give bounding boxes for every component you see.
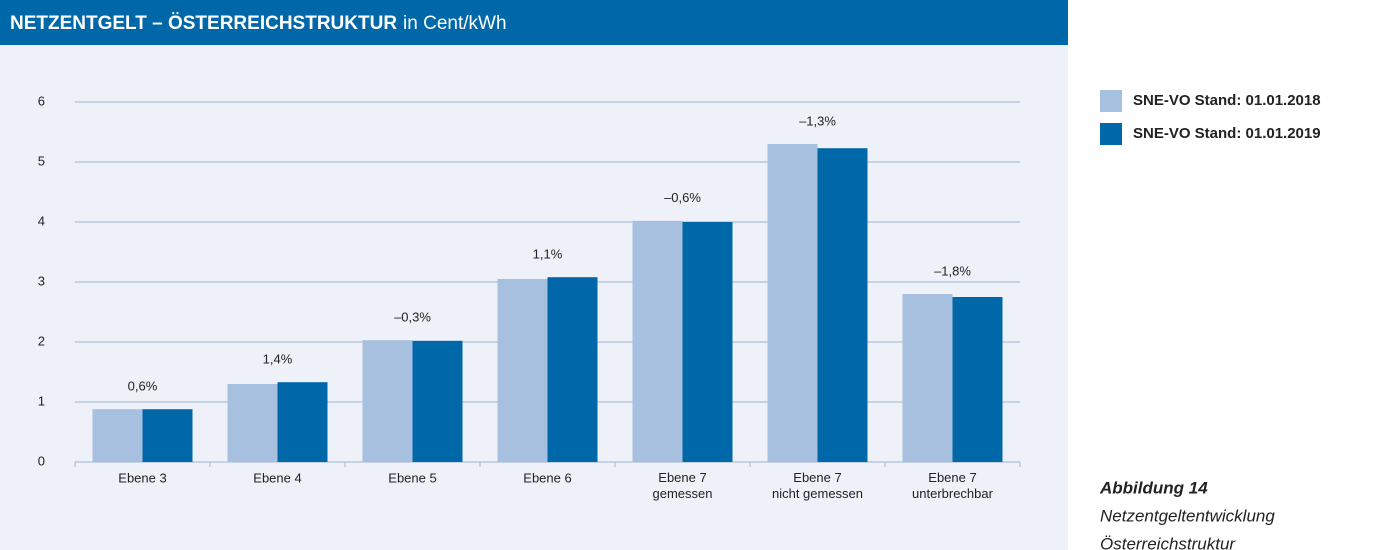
bar [142, 409, 193, 462]
x-tick-label: Ebene 6 [523, 470, 571, 485]
bar [92, 409, 143, 462]
change-label: 0,6% [128, 379, 158, 394]
change-label: –0,3% [394, 310, 431, 325]
y-tick-label: 6 [38, 93, 45, 108]
change-label: –0,6% [664, 190, 701, 205]
chart-subtitle: in Cent/kWh [403, 13, 506, 34]
legend-swatch [1100, 90, 1122, 112]
bar [277, 382, 328, 462]
caption: Abbildung 14 [1099, 478, 1208, 497]
caption: Netzentgeltentwicklung [1100, 506, 1275, 525]
bar [632, 220, 683, 462]
bar [902, 294, 953, 462]
bar [767, 144, 818, 462]
x-tick-label: Ebene 5 [388, 470, 436, 485]
legend-swatch [1100, 123, 1122, 145]
bar [952, 297, 1003, 462]
x-tick-label: Ebene 3 [118, 470, 166, 485]
x-tick-label: Ebene 4 [253, 470, 301, 485]
y-tick-label: 3 [38, 273, 45, 288]
bar [497, 279, 548, 462]
change-label: 1,4% [263, 352, 293, 367]
bar [362, 340, 413, 462]
change-label: 1,1% [533, 247, 563, 262]
y-tick-label: 1 [38, 393, 45, 408]
x-tick-label: Ebene 7 unterbrechbar [912, 470, 994, 501]
x-tick-label: Ebene 7 nicht gemessen [772, 470, 863, 501]
bar [817, 148, 868, 462]
bar [227, 384, 278, 462]
bar [682, 222, 733, 462]
bar [412, 340, 463, 462]
y-tick-label: 4 [38, 213, 45, 228]
change-label: –1,8% [934, 263, 971, 278]
legend-label: SNE-VO Stand: 01.01.2018 [1133, 92, 1321, 109]
y-tick-label: 0 [38, 453, 45, 468]
y-tick-label: 5 [38, 153, 45, 168]
bar [547, 277, 598, 462]
chart-title: NETZENTGELT – ÖSTERREICHSTRUKTUR [10, 13, 397, 34]
change-label: –1,3% [799, 113, 836, 128]
header-bar [0, 0, 1068, 45]
legend-label: SNE-VO Stand: 01.01.2019 [1133, 125, 1321, 142]
y-tick-label: 2 [38, 333, 45, 348]
caption: Österreichstruktur [1100, 534, 1236, 550]
x-tick-label: Ebene 7 gemessen [653, 470, 713, 501]
